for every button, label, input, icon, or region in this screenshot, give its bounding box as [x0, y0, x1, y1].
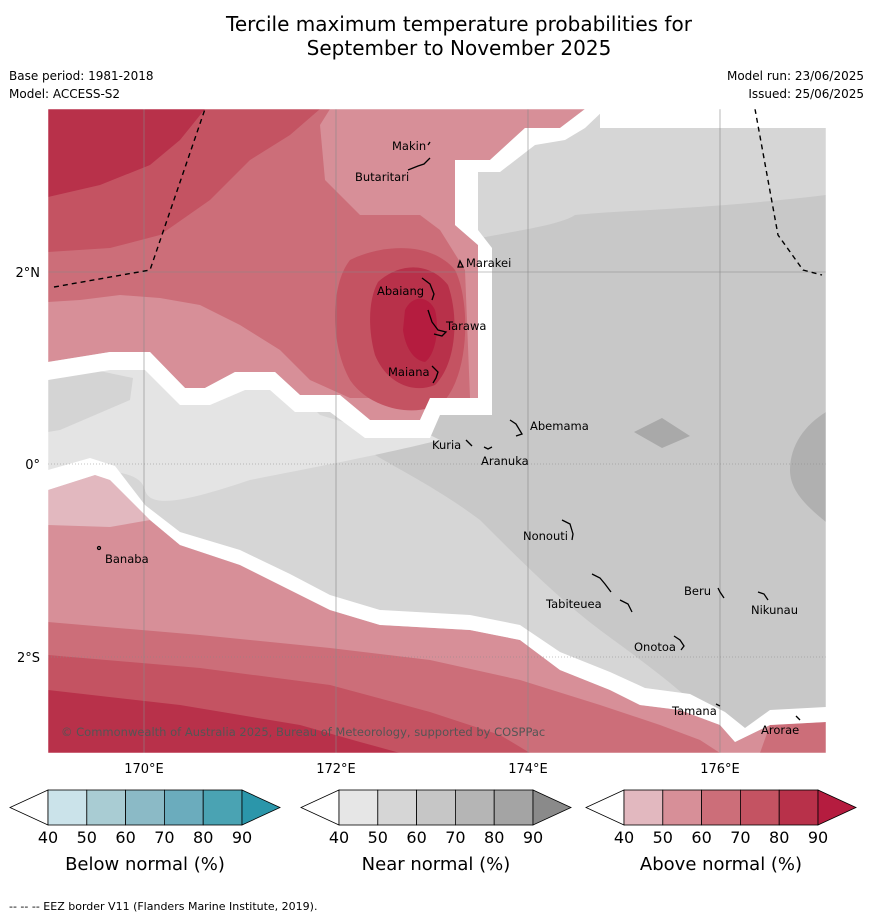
below-normal-tick-label: 90 [232, 828, 252, 847]
near-normal-segment [493, 789, 534, 826]
below-normal-tick-label: 40 [38, 828, 58, 847]
above-normal-tick-label: 40 [614, 828, 634, 847]
uncertain-band-north [48, 109, 605, 438]
label-maiana: Maiana [388, 365, 430, 379]
near-normal-40-area [48, 350, 440, 501]
near-normal-70-area [790, 412, 826, 522]
below-normal-segment [125, 789, 165, 826]
lon-label-170e: 170°E [124, 762, 164, 777]
map-title: Tercile maximum temperature probabilitie… [0, 12, 873, 60]
colorbars: 40 50 60 70 80 90 Below normal (%) 40 50 60 70 80 90… [9, 789, 857, 875]
below-normal-low-extend [9, 789, 49, 826]
below-normal-segment [47, 789, 88, 826]
above-normal-40-south [48, 475, 150, 527]
below-normal-tick-label: 70 [154, 828, 174, 847]
map-frame [47, 108, 827, 754]
above-normal-segment [701, 789, 741, 826]
near-normal-70-patch [634, 418, 690, 448]
uncertain-band-south [48, 458, 826, 742]
above-normal-tick-label: 60 [691, 828, 711, 847]
label-abaiang: Abaiang [377, 284, 424, 298]
near-normal-tick-label: 50 [368, 828, 388, 847]
label-beru: Beru [684, 584, 711, 598]
label-nonouti: Nonouti [523, 529, 568, 543]
near-normal-tick-label: 40 [329, 828, 349, 847]
gridlines [48, 109, 826, 753]
near-normal-tick-label: 80 [484, 828, 504, 847]
below-normal-segment [163, 789, 204, 826]
above-normal-colorbar-label: Above normal (%) [640, 854, 802, 875]
below-normal-tick-label: 50 [77, 828, 97, 847]
copyright-notice: © Commonwealth of Australia 2025, Bureau… [61, 725, 545, 739]
below-normal-colorbar-label: Below normal (%) [65, 854, 225, 875]
label-butaritari: Butaritari [355, 170, 409, 184]
above-normal-segment [778, 789, 819, 826]
above-normal-segment [623, 789, 664, 826]
lon-label-176e: 176°E [700, 762, 740, 777]
model-run: Model run: 23/06/2025 [726, 69, 864, 83]
base-period: Base period: 1981-2018 [9, 69, 154, 83]
above-normal-tick-label: 70 [730, 828, 750, 847]
near-normal-colorbar: 40 50 60 70 80 90 Near normal (%) [300, 789, 572, 875]
model-name: Model: ACCESS-S2 [9, 87, 121, 101]
above-normal-colorbar: 40 50 60 70 80 90 Above normal (%) [585, 789, 857, 875]
title-line-2: September to November 2025 [306, 36, 612, 60]
near-normal-high-extend [532, 789, 572, 826]
above-normal-tick-label: 80 [769, 828, 789, 847]
below-normal-segment [86, 789, 127, 826]
above-normal-80-north [48, 109, 205, 197]
probability-map: Makin Butaritari Marakei Abaiang Tarawa … [48, 109, 826, 753]
place-labels: Makin Butaritari Marakei Abaiang Tarawa … [105, 139, 799, 737]
lat-label-2n: 2°N [16, 266, 41, 281]
lon-label-172e: 172°E [316, 762, 356, 777]
below-normal-tick-label: 80 [193, 828, 213, 847]
label-tamana: Tamana [671, 704, 717, 718]
label-onotoa: Onotoa [634, 640, 676, 654]
axis-labels: 2°N 0° 2°S 170°E 172°E 174°E 176°E [16, 266, 740, 777]
above-normal-tick-label: 50 [653, 828, 673, 847]
lat-label-0: 0° [25, 458, 40, 473]
below-normal-segment [202, 789, 243, 826]
label-tabiteuea: Tabiteuea [545, 597, 602, 611]
above-normal-segment [740, 789, 780, 826]
near-normal-segment [454, 789, 495, 826]
near-normal-low-extend [300, 789, 340, 826]
above-normal-80-south [48, 690, 400, 753]
issued-date: Issued: 25/06/2025 [748, 87, 864, 101]
near-normal-tick-label: 70 [445, 828, 465, 847]
above-normal-tick-label: 90 [808, 828, 828, 847]
below-normal-tick-label: 60 [115, 828, 135, 847]
eez-footnote: -- -- -- EEZ border V11 (Flanders Marine… [9, 900, 318, 913]
label-marakei: Marakei [466, 256, 511, 270]
lon-label-174e: 174°E [508, 762, 548, 777]
lat-label-2s: 2°S [17, 651, 40, 666]
above-normal-high-extend [817, 789, 857, 826]
label-banaba: Banaba [105, 552, 149, 566]
near-normal-segment [416, 789, 456, 826]
below-normal-high-extend [241, 789, 281, 826]
near-normal-colorbar-label: Near normal (%) [362, 854, 511, 875]
label-kuria: Kuria [432, 438, 461, 452]
eez-border [53, 109, 823, 288]
label-makin: Makin [392, 139, 426, 153]
label-abemama: Abemama [530, 419, 589, 433]
near-normal-50-west [48, 370, 133, 432]
near-normal-tick-label: 90 [523, 828, 543, 847]
title-line-1: Tercile maximum temperature probabilitie… [226, 12, 692, 36]
above-normal-60-southeast [760, 722, 826, 753]
island-outlines [96, 141, 801, 721]
above-normal-90-hotspot [403, 298, 437, 362]
label-nikunau: Nikunau [751, 603, 798, 617]
uncertain-band-northeast [600, 109, 826, 128]
label-arorae: Arorae [761, 723, 799, 737]
below-normal-colorbar: 40 50 60 70 80 90 Below normal (%) [9, 789, 281, 875]
label-tarawa: Tarawa [445, 319, 486, 333]
above-normal-segment [662, 789, 702, 826]
near-normal-tick-label: 60 [406, 828, 426, 847]
near-normal-segment [338, 789, 379, 826]
label-aranuka: Aranuka [481, 454, 529, 468]
above-normal-low-extend [585, 789, 625, 826]
near-normal-segment [377, 789, 417, 826]
